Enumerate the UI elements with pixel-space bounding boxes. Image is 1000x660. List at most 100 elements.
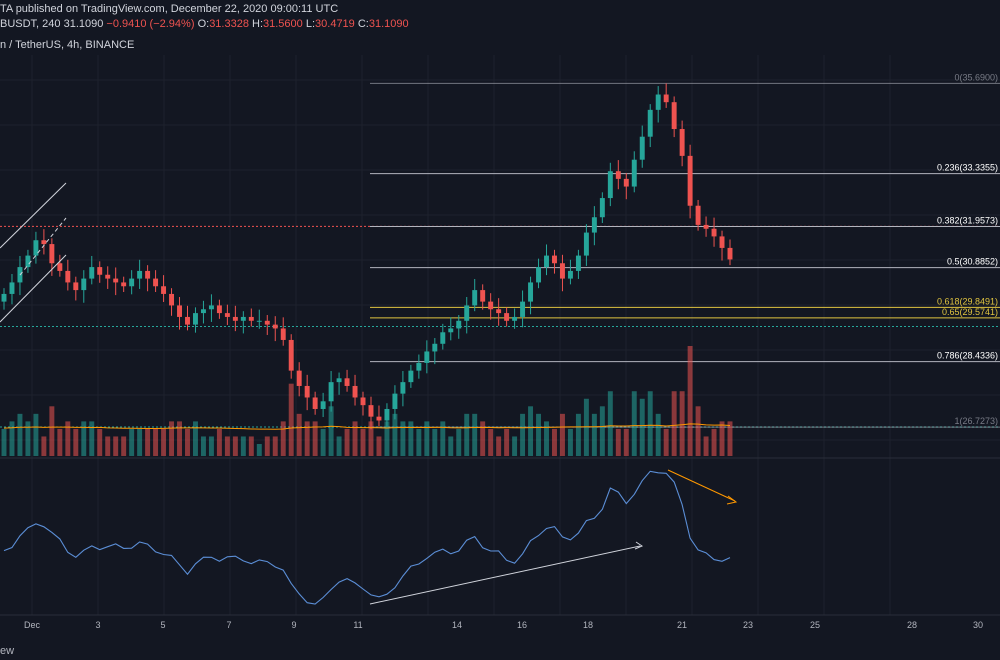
x-tick-label: 25 <box>810 620 820 630</box>
candle-body <box>240 316 246 321</box>
candle-body <box>472 290 478 306</box>
volume-bar <box>647 391 653 456</box>
candle-body <box>615 171 621 179</box>
downtrend-arrowhead <box>726 495 738 505</box>
volume-bar <box>129 428 135 456</box>
volume-bar <box>200 436 206 456</box>
volume-bar <box>480 421 486 456</box>
symbol-subtitle: n / TetherUS, 4h, BINANCE <box>0 39 135 51</box>
candle-body <box>105 274 111 279</box>
volume-bar <box>655 413 661 456</box>
volume-bar <box>448 436 454 456</box>
volume-bar <box>496 436 502 456</box>
candle-body <box>312 397 318 409</box>
candle-body <box>496 309 502 314</box>
volume-bar <box>81 421 87 456</box>
oscillator-downtrend-line <box>667 469 736 502</box>
candle-body <box>344 378 350 386</box>
volume-bar <box>599 406 605 456</box>
volume-bar <box>344 428 350 456</box>
candle-body <box>384 408 390 421</box>
candle-body <box>623 178 629 187</box>
candle-body <box>488 301 494 310</box>
volume-bar <box>312 421 318 456</box>
candle-body <box>264 320 270 325</box>
candle-body <box>49 244 55 264</box>
x-tick-label: 5 <box>160 620 165 630</box>
volume-bar <box>1 428 7 456</box>
volume-bar <box>432 428 438 456</box>
volume-bar <box>424 421 430 456</box>
candle-body <box>1 293 7 302</box>
candle-body <box>368 405 374 417</box>
fib-level-label: 0.65(29.5741) <box>942 307 998 317</box>
volume-bar <box>727 421 733 456</box>
volume-bar <box>57 428 63 456</box>
channel-upper-line <box>0 182 67 249</box>
volume-bar <box>671 391 677 456</box>
volume-bar <box>177 421 182 456</box>
candle-body <box>559 263 565 279</box>
x-tick-label: 3 <box>95 620 100 630</box>
candle-body <box>528 282 534 302</box>
volume-bar <box>137 428 143 456</box>
candle-body <box>575 255 581 271</box>
candle-body <box>177 305 182 317</box>
x-tick-label: 14 <box>452 620 462 630</box>
volume-bar <box>679 391 685 456</box>
oscillator-uptrend-line <box>369 545 641 605</box>
volume-bar <box>695 406 701 456</box>
low-value: 30.4719 <box>315 18 355 30</box>
volume-bar <box>711 428 717 456</box>
volume-bar <box>121 436 127 456</box>
last-price: 31.1090 <box>63 18 104 30</box>
candle-body <box>440 332 446 344</box>
volume-bar <box>440 421 446 456</box>
symbol-tail: BUSDT, 240 <box>0 18 61 30</box>
candle-body <box>520 301 526 317</box>
candle-body <box>567 270 573 279</box>
candle-body <box>607 171 613 199</box>
volume-bar <box>73 428 79 456</box>
volume-bar <box>559 413 565 456</box>
volume-bar <box>544 421 549 456</box>
volume-bar <box>272 436 278 456</box>
uptrend-arrowhead <box>634 541 644 550</box>
x-tick-label: 11 <box>353 620 362 630</box>
volume-bar <box>687 346 693 456</box>
candle-body <box>424 351 430 363</box>
volume-bar <box>65 421 71 456</box>
candle-body <box>512 316 518 321</box>
price-change: −0.9410 (−2.94%) <box>106 18 195 30</box>
candle-body <box>248 316 254 321</box>
open-value: 31.3328 <box>209 18 249 30</box>
candle-body <box>591 217 597 233</box>
volume-bar <box>528 406 534 456</box>
x-tick-label: 9 <box>291 620 296 630</box>
candle-body <box>639 136 645 160</box>
volume-bar <box>663 428 669 456</box>
candle-body <box>464 305 470 321</box>
candle-body <box>328 382 334 402</box>
candle-body <box>679 129 685 156</box>
oscillator-line <box>3 470 731 605</box>
fib-level-label: 0.786(28.4336) <box>937 351 998 361</box>
candle-body <box>185 316 190 325</box>
candle-body <box>129 278 135 287</box>
candle-body <box>456 320 462 329</box>
volume-bar <box>615 428 621 456</box>
volume-bar <box>575 413 581 456</box>
candle-body <box>81 278 87 291</box>
publish-line: TA published on TradingView.com, Decembe… <box>0 3 339 15</box>
volume-bar <box>360 428 366 456</box>
candle-body <box>208 305 214 310</box>
volume-bar <box>248 436 254 456</box>
volume-bar <box>607 391 613 456</box>
volume-bar <box>145 428 151 456</box>
low-label: L: <box>305 18 316 30</box>
volume-bar <box>456 428 462 456</box>
publish-info: TA published on TradingView.com, Decembe… <box>0 3 338 15</box>
volume-bar <box>216 428 222 456</box>
candle-body <box>200 309 206 314</box>
